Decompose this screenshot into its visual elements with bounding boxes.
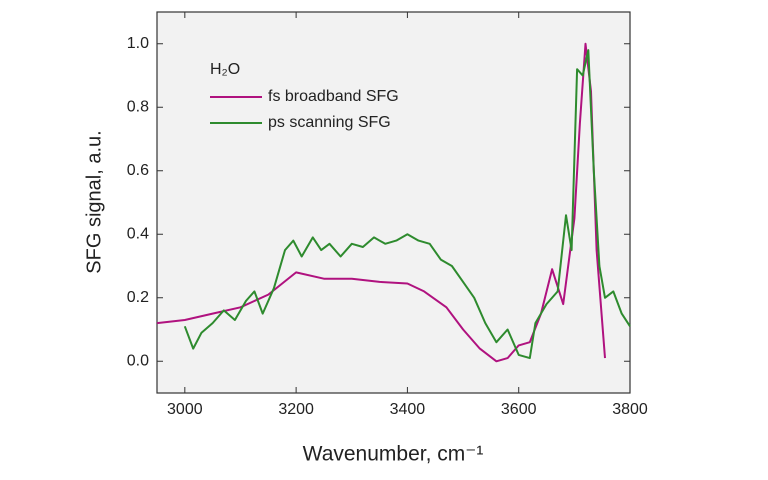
- legend-title: H₂O: [210, 61, 240, 78]
- y-axis-label: SFG signal, a.u.: [83, 130, 105, 273]
- y-tick-label: 0.4: [127, 225, 149, 242]
- y-tick-label: 0.0: [127, 352, 149, 369]
- y-tick-label: 0.2: [127, 289, 149, 306]
- plot-area: [156, 11, 631, 394]
- x-tick-label: 3800: [612, 401, 648, 418]
- y-tick-label: 0.6: [127, 162, 149, 179]
- y-tick-label: 1.0: [127, 35, 149, 52]
- x-axis-label: Wavenumber, cm⁻¹: [303, 443, 484, 466]
- series-line: [183, 49, 631, 360]
- legend-label: fs broadband SFG: [268, 88, 399, 105]
- x-tick-label: 3000: [167, 401, 203, 418]
- x-tick-label: 3200: [278, 401, 314, 418]
- x-tick-label: 3400: [390, 401, 426, 418]
- y-tick-label: 0.8: [127, 98, 149, 115]
- x-tick-label: 3600: [501, 401, 537, 418]
- legend-label: ps scanning SFG: [268, 114, 391, 131]
- series-line: [156, 42, 606, 363]
